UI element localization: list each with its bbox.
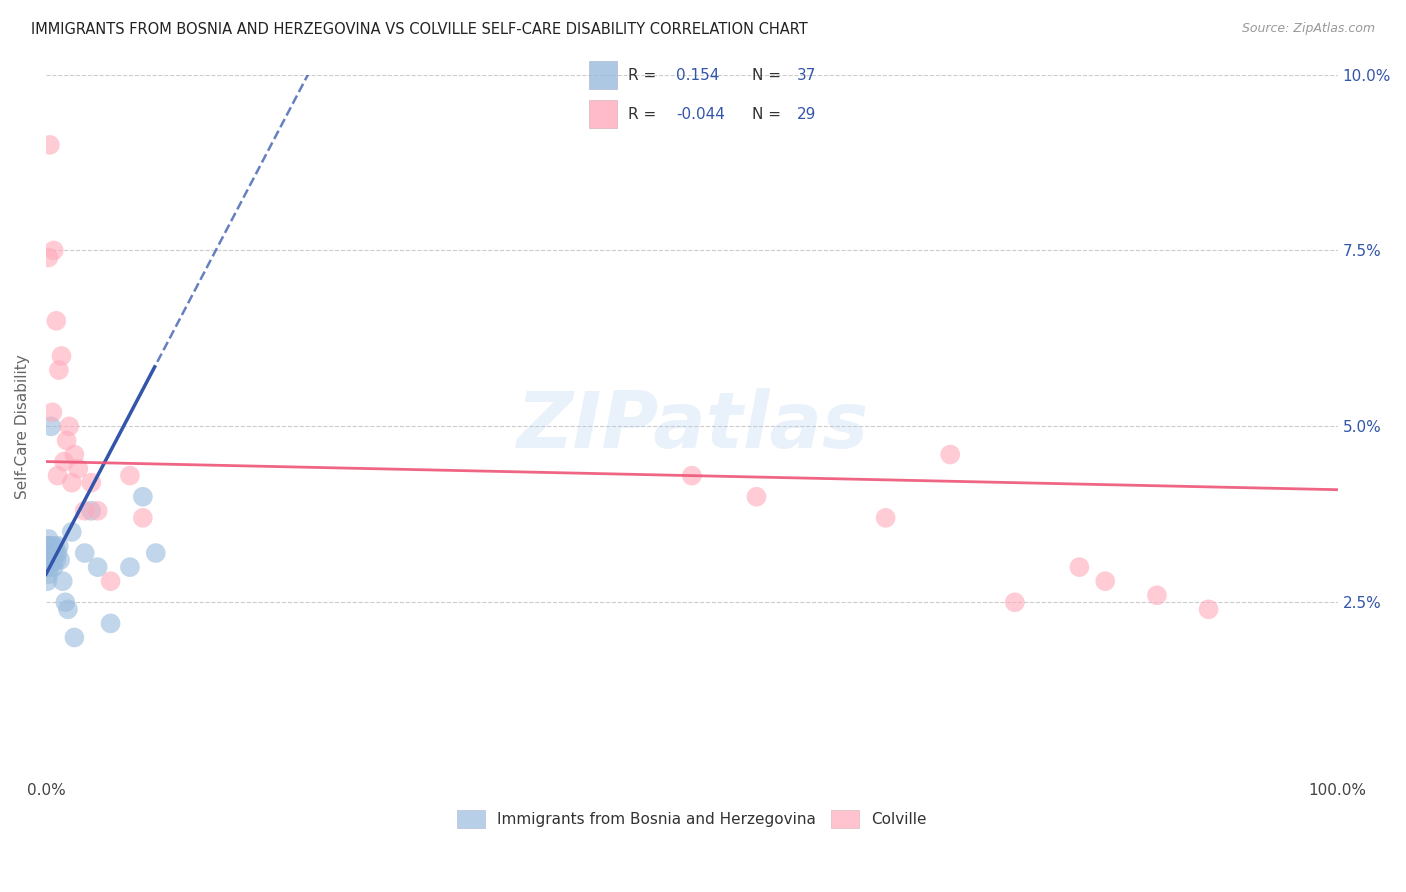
Text: N =: N = [752, 68, 782, 83]
Point [63, 448, 86, 462]
Text: R =: R = [628, 107, 657, 121]
Text: 29: 29 [797, 107, 817, 121]
Point [875, 511, 897, 525]
Text: Source: ZipAtlas.com: Source: ZipAtlas.com [1241, 22, 1375, 36]
Point [38, 539, 60, 553]
Point [38, 137, 60, 152]
Y-axis label: Self-Care Disability: Self-Care Disability [15, 354, 30, 499]
Text: R =: R = [628, 68, 657, 83]
Point [67, 461, 90, 475]
Point [63, 631, 86, 645]
Point [1069, 560, 1091, 574]
Point [1198, 602, 1220, 616]
Point [44, 546, 66, 560]
Point [1004, 595, 1026, 609]
Text: 37: 37 [797, 68, 817, 83]
Point [38, 539, 60, 553]
Point [60, 475, 83, 490]
Point [53, 595, 76, 609]
Point [48, 363, 70, 377]
Point [42, 553, 65, 567]
Text: -0.044: -0.044 [676, 107, 725, 121]
Text: ZIPatlas: ZIPatlas [516, 388, 868, 465]
Text: 0.154: 0.154 [676, 68, 720, 83]
Point [118, 468, 141, 483]
Point [45, 553, 67, 567]
Point [44, 539, 66, 553]
Point [52, 574, 75, 589]
Point [37, 539, 59, 553]
Point [86, 560, 108, 574]
Point [38, 546, 60, 560]
Point [42, 244, 65, 258]
Point [38, 251, 60, 265]
Point [60, 524, 83, 539]
Point [58, 419, 80, 434]
Point [39, 553, 62, 567]
Legend: Immigrants from Bosnia and Herzegovina, Colville: Immigrants from Bosnia and Herzegovina, … [451, 804, 932, 834]
Point [1146, 588, 1168, 602]
Point [38, 553, 60, 567]
Point [132, 511, 155, 525]
Point [38, 560, 60, 574]
Point [42, 560, 65, 574]
Point [681, 468, 703, 483]
Point [56, 602, 79, 616]
Point [55, 434, 77, 448]
Point [46, 468, 69, 483]
Point [37, 553, 59, 567]
Point [41, 539, 63, 553]
Point [86, 504, 108, 518]
Point [41, 405, 63, 419]
Point [39, 419, 62, 434]
Point [45, 314, 67, 328]
Text: N =: N = [752, 107, 782, 121]
Point [100, 574, 122, 589]
Point [73, 546, 96, 560]
Point [53, 454, 76, 468]
Point [118, 560, 141, 574]
Point [46, 546, 69, 560]
Point [38, 567, 60, 582]
Point [73, 504, 96, 518]
Point [41, 546, 63, 560]
Bar [589, 100, 617, 128]
Point [80, 475, 103, 490]
Point [145, 546, 167, 560]
Point [51, 349, 73, 363]
Point [49, 553, 72, 567]
Point [1094, 574, 1116, 589]
Point [939, 448, 962, 462]
Point [48, 539, 70, 553]
Bar [589, 62, 617, 89]
Point [37, 574, 59, 589]
Text: IMMIGRANTS FROM BOSNIA AND HERZEGOVINA VS COLVILLE SELF-CARE DISABILITY CORRELAT: IMMIGRANTS FROM BOSNIA AND HERZEGOVINA V… [31, 22, 807, 37]
Point [38, 532, 60, 546]
Point [80, 504, 103, 518]
Point [37, 546, 59, 560]
Point [100, 616, 122, 631]
Point [37, 560, 59, 574]
Point [745, 490, 768, 504]
Point [39, 539, 62, 553]
Point [132, 490, 155, 504]
